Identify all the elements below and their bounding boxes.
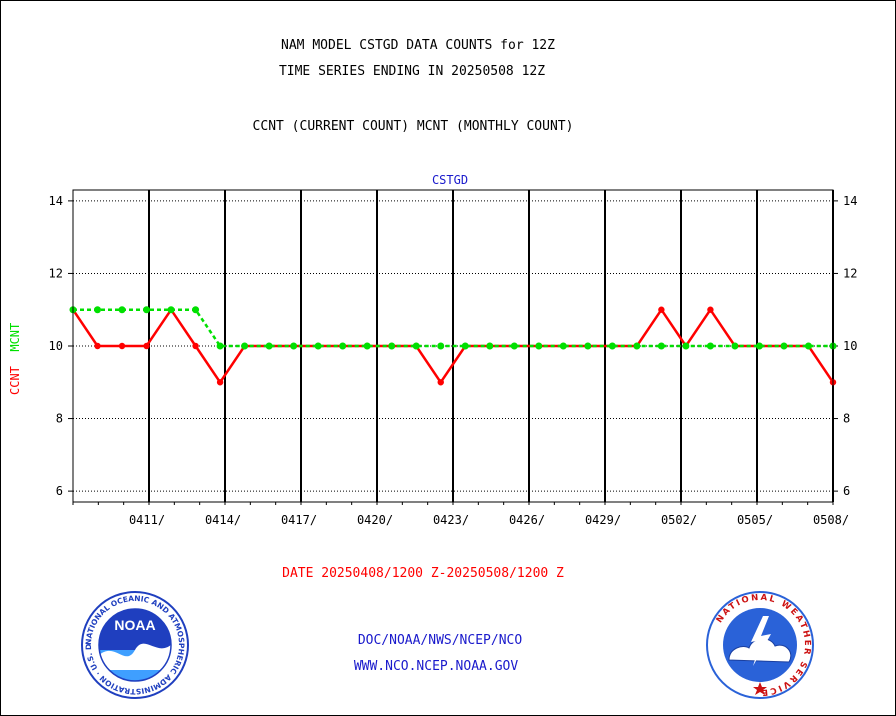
date-range: DATE 20250408/1200 Z-20250508/1200 Z	[282, 566, 564, 581]
point-mcnt	[290, 342, 298, 350]
tick-layer: 6 6 8 8 10 10 12 12 14 14 0411/0414/0417/0420/0423…	[49, 194, 858, 527]
chart-title: CSTGD	[432, 173, 468, 187]
point-mcnt	[118, 306, 126, 314]
point-mcnt	[192, 306, 200, 314]
y-tick-label-left: 12	[49, 266, 63, 280]
series-line-mcnt	[73, 308, 833, 348]
point-mcnt	[412, 342, 420, 350]
x-tick-label: 0417/	[281, 513, 317, 527]
y-tick-label-left: 10	[49, 339, 63, 353]
point-ccnt	[192, 342, 199, 350]
point-mcnt	[461, 342, 469, 350]
y-tick-label-right: 10	[843, 339, 857, 353]
point-mcnt	[559, 342, 567, 350]
header-line-2: TIME SERIES ENDING IN 20250508 12Z	[278, 64, 546, 79]
y-axis-label: CCNT MCNT	[8, 323, 22, 395]
point-mcnt	[804, 342, 812, 350]
x-tick-label: 0502/	[661, 513, 697, 527]
point-mcnt	[731, 342, 739, 350]
y-tick-label-right: 8	[843, 412, 850, 426]
x-tick-label: 0505/	[737, 513, 773, 527]
point-ccnt	[94, 342, 101, 350]
point-mcnt	[339, 342, 347, 350]
y-tick-label-right: 12	[843, 266, 857, 280]
website-link[interactable]: WWW.NCO.NCEP.NOAA.GOV	[353, 659, 519, 674]
y-tick-label-right: 6	[843, 484, 850, 498]
point-ccnt	[118, 342, 126, 350]
point-mcnt	[388, 342, 396, 350]
series-line-ccnt	[71, 307, 835, 385]
point-mcnt	[682, 342, 690, 350]
x-tick-label: 0426/	[509, 513, 545, 527]
y-tick-label-left: 8	[56, 412, 63, 426]
point-mcnt	[437, 342, 445, 350]
org-line: DOC/NOAA/NWS/NCEP/NCO	[357, 633, 523, 648]
x-tick-label: 0411/	[129, 513, 165, 527]
point-mcnt	[633, 342, 641, 350]
point-ccnt	[707, 306, 714, 313]
y-axis-label-mcnt: MCNT	[8, 322, 22, 352]
point-mcnt	[94, 306, 102, 314]
point-mcnt	[584, 342, 592, 350]
point-mcnt	[143, 306, 151, 314]
point-mcnt	[241, 342, 249, 350]
noaa-logo-icon: NATIONAL OCEANIC AND ATMOSPHERIC ADMINIS…	[80, 590, 189, 699]
point-mcnt	[363, 342, 371, 350]
point-ccnt	[437, 379, 444, 386]
point-mcnt	[657, 342, 665, 350]
point-mcnt	[608, 342, 616, 350]
x-tick-label: 0508/	[813, 513, 849, 527]
y-tick-label-left: 6	[56, 484, 63, 498]
nws-logo-icon: NATIONAL WEATHER SERVICE	[706, 591, 814, 699]
y-tick-label-left: 14	[49, 194, 63, 208]
point-ccnt	[143, 342, 150, 350]
point-mcnt	[780, 342, 788, 350]
header-line-1: NAM MODEL CSTGD DATA COUNTS for 12Z	[281, 38, 555, 53]
point-mcnt	[510, 342, 518, 350]
point-mcnt	[535, 342, 543, 350]
noaa-logo-text: NOAA	[114, 617, 155, 633]
point-mcnt	[265, 342, 273, 350]
x-tick-label: 0414/	[205, 513, 241, 527]
point-ccnt	[216, 379, 224, 386]
x-tick-label: 0429/	[585, 513, 621, 527]
point-mcnt	[706, 342, 714, 350]
y-axis-label-ccnt: CCNT	[8, 366, 22, 395]
point-ccnt	[658, 306, 665, 313]
plot-frame	[72, 189, 834, 503]
point-mcnt	[167, 306, 175, 314]
y-tick-label-right: 14	[843, 194, 857, 208]
point-mcnt	[314, 342, 322, 350]
header-line-3: CCNT (CURRENT COUNT) MCNT (MONTHLY COUNT…	[252, 119, 574, 134]
x-tick-label: 0423/	[433, 513, 469, 527]
point-mcnt	[216, 342, 224, 350]
point-mcnt	[486, 342, 494, 350]
x-tick-label: 0420/	[357, 513, 393, 527]
point-mcnt	[755, 342, 763, 350]
